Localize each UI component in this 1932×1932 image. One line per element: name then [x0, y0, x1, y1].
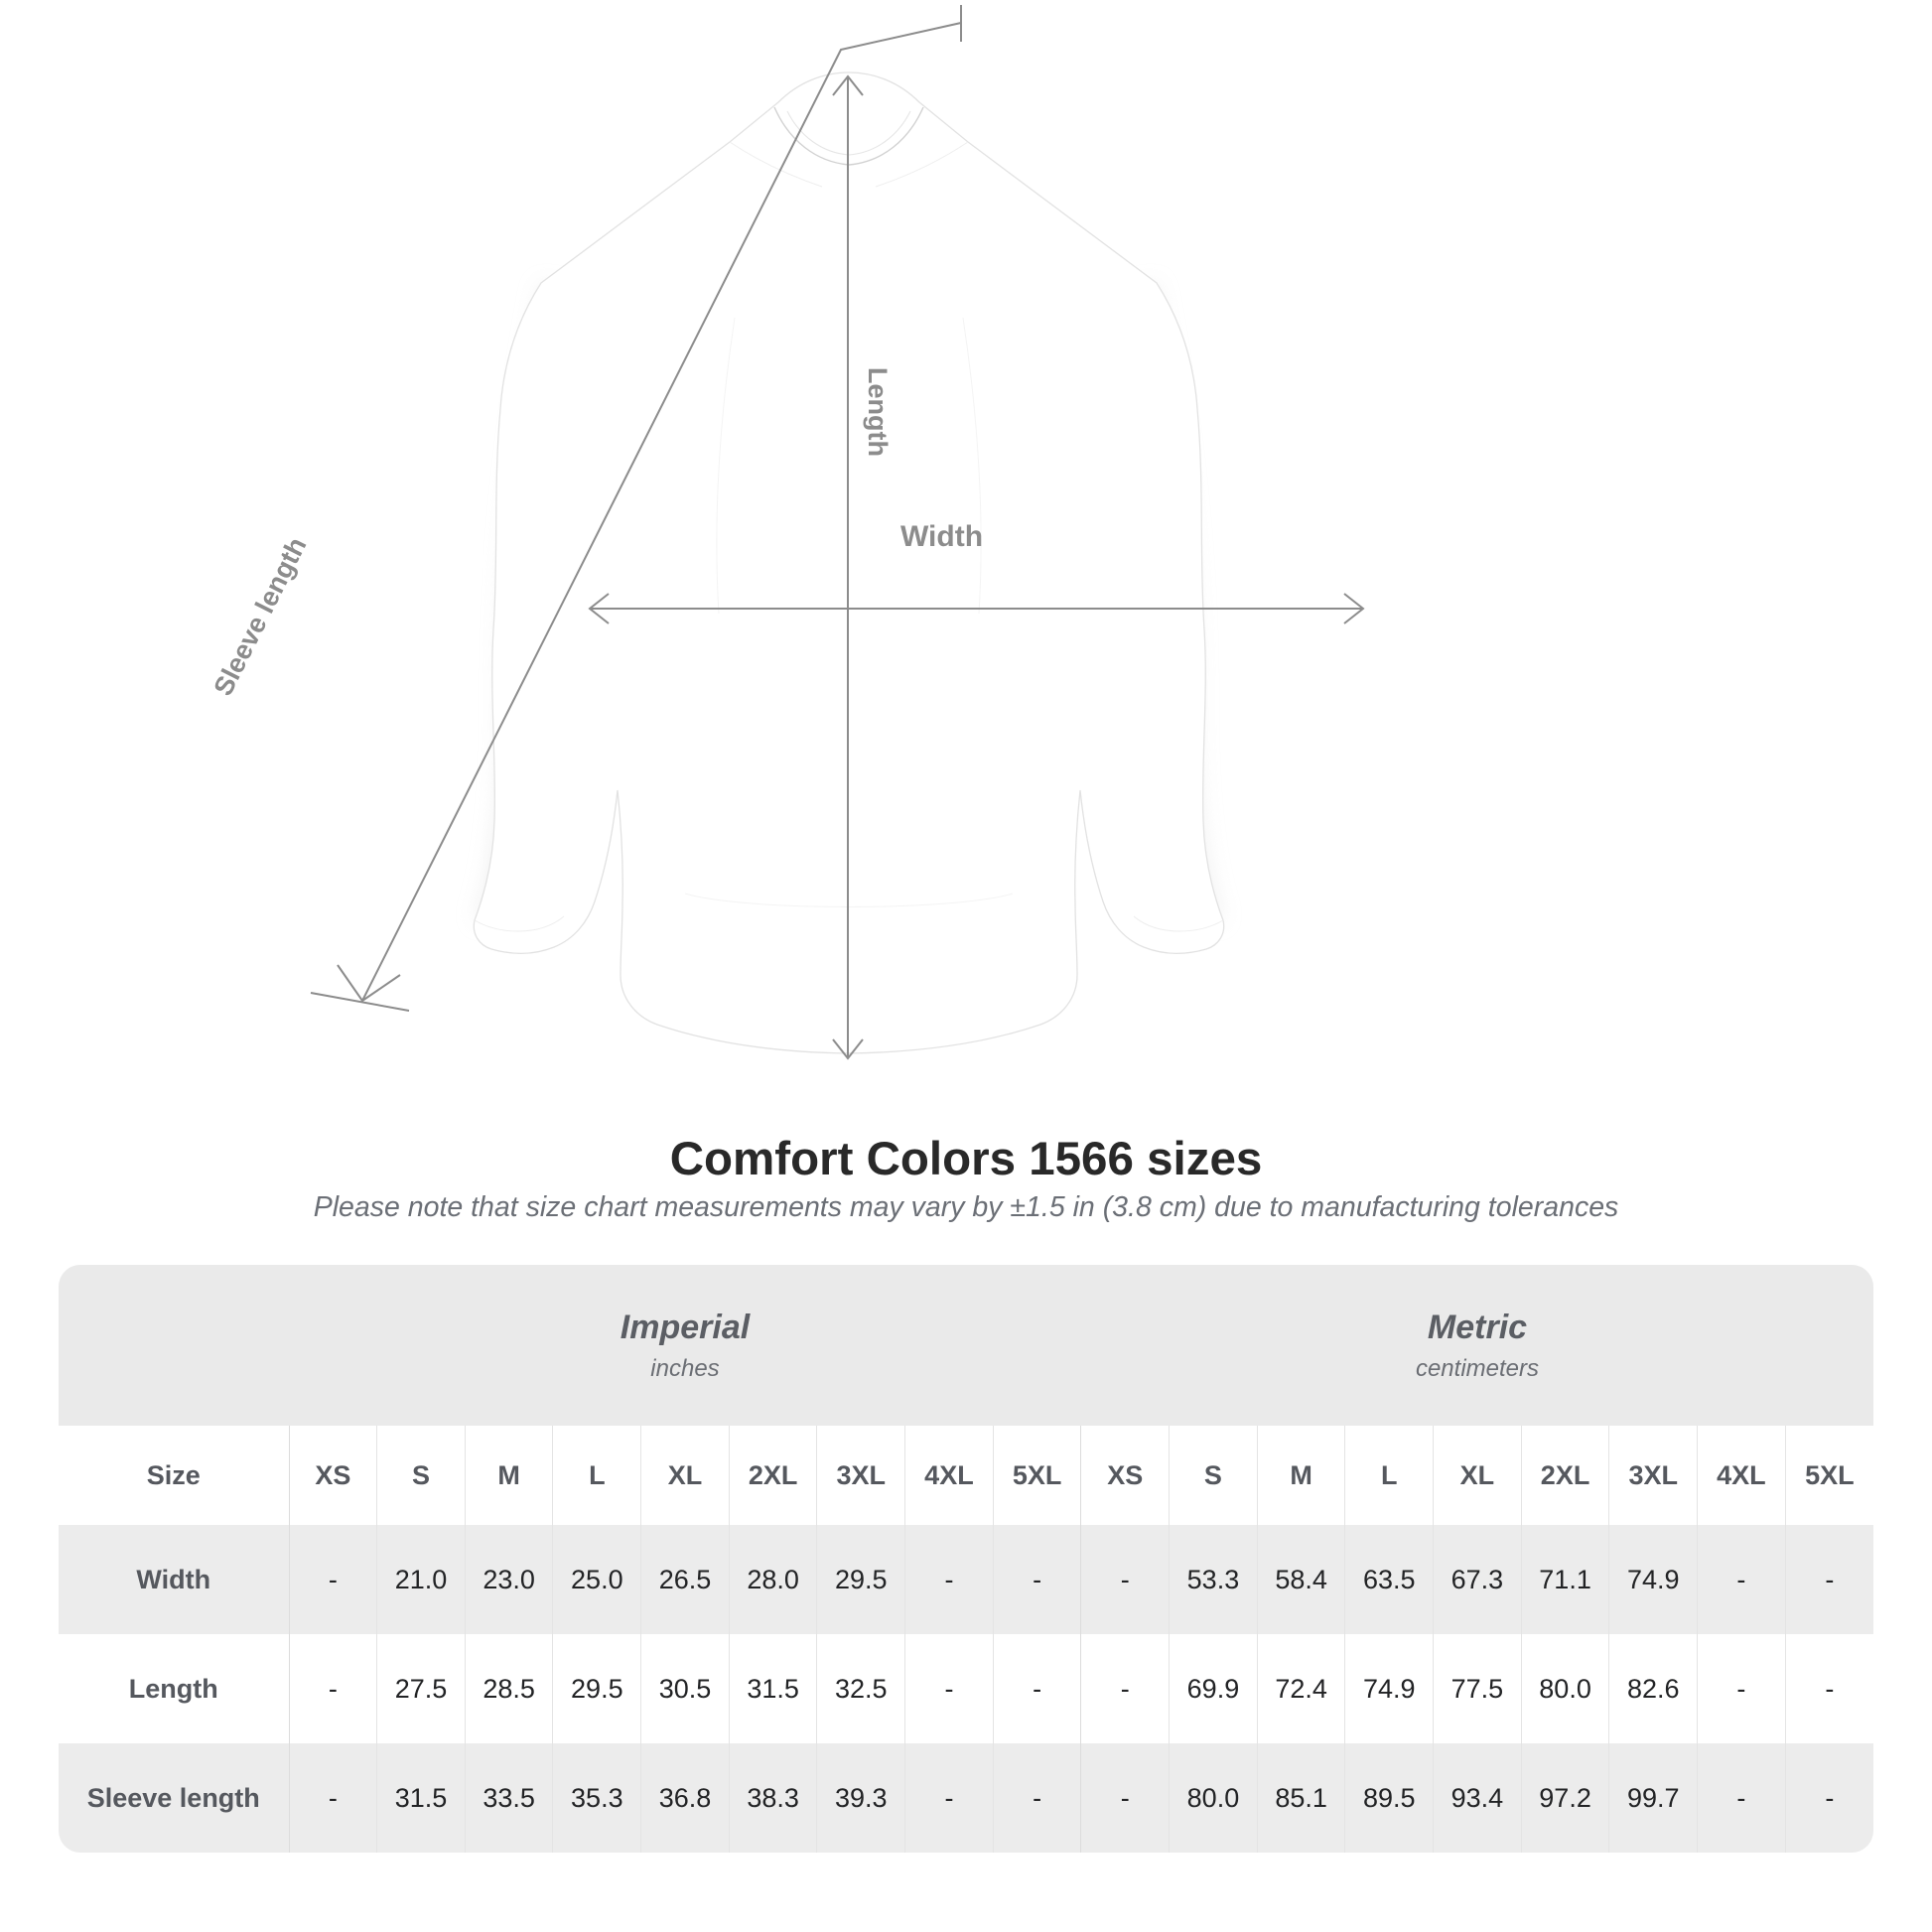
svg-text:Sleeve length: Sleeve length: [207, 532, 312, 700]
svg-text:Length: Length: [863, 367, 893, 457]
svg-text:Width: Width: [900, 520, 983, 553]
